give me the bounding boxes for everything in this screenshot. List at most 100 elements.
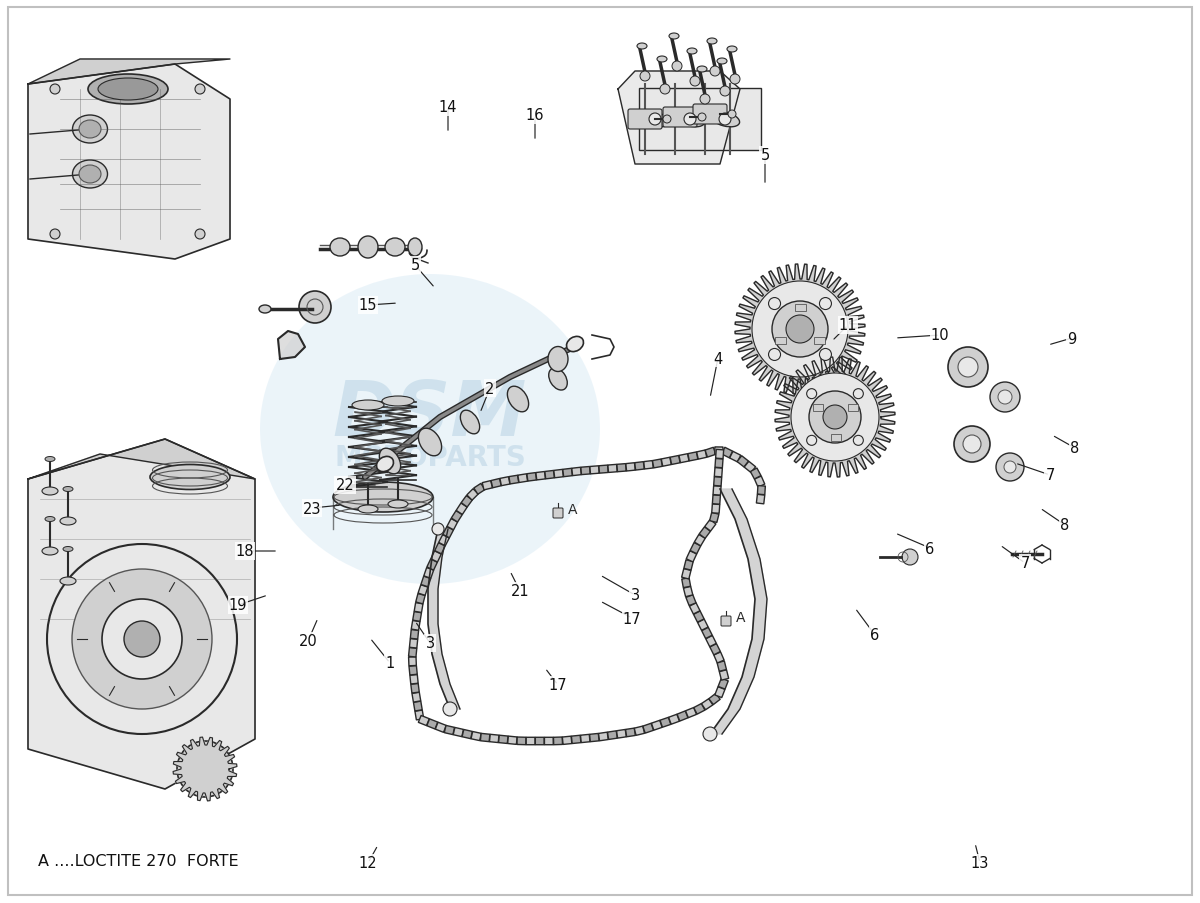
Ellipse shape xyxy=(670,34,679,40)
FancyBboxPatch shape xyxy=(635,726,644,736)
FancyBboxPatch shape xyxy=(686,595,696,606)
Circle shape xyxy=(809,392,862,443)
Ellipse shape xyxy=(385,238,406,256)
FancyBboxPatch shape xyxy=(709,513,719,523)
Circle shape xyxy=(954,426,990,462)
FancyBboxPatch shape xyxy=(794,304,805,312)
FancyBboxPatch shape xyxy=(670,456,680,465)
FancyBboxPatch shape xyxy=(608,465,617,473)
FancyBboxPatch shape xyxy=(454,728,463,737)
Polygon shape xyxy=(278,331,305,359)
FancyBboxPatch shape xyxy=(431,552,442,563)
Circle shape xyxy=(786,316,814,344)
FancyBboxPatch shape xyxy=(545,471,554,479)
FancyBboxPatch shape xyxy=(677,712,688,721)
Circle shape xyxy=(50,229,60,239)
Polygon shape xyxy=(428,529,460,709)
FancyBboxPatch shape xyxy=(461,496,473,507)
Ellipse shape xyxy=(46,457,55,462)
Text: 22: 22 xyxy=(336,478,354,493)
FancyBboxPatch shape xyxy=(688,452,698,461)
Ellipse shape xyxy=(718,59,727,65)
Text: DSM: DSM xyxy=(332,377,527,452)
Text: 17: 17 xyxy=(548,678,568,693)
FancyBboxPatch shape xyxy=(434,544,445,554)
FancyBboxPatch shape xyxy=(617,464,626,472)
Circle shape xyxy=(719,114,731,126)
Polygon shape xyxy=(710,489,767,734)
FancyBboxPatch shape xyxy=(607,731,617,740)
Text: 13: 13 xyxy=(971,855,989,870)
Ellipse shape xyxy=(42,547,58,555)
FancyBboxPatch shape xyxy=(443,527,454,538)
FancyBboxPatch shape xyxy=(563,469,572,477)
Text: MOTOPARTS: MOTOPARTS xyxy=(334,443,526,471)
Polygon shape xyxy=(173,737,236,801)
Text: 6: 6 xyxy=(870,628,880,643)
FancyBboxPatch shape xyxy=(518,474,528,483)
Circle shape xyxy=(823,405,847,430)
Ellipse shape xyxy=(79,166,101,184)
Circle shape xyxy=(664,116,671,124)
Ellipse shape xyxy=(60,517,76,526)
Text: 11: 11 xyxy=(839,318,857,333)
FancyBboxPatch shape xyxy=(757,486,766,495)
FancyBboxPatch shape xyxy=(480,733,490,741)
Text: 9: 9 xyxy=(1067,331,1076,346)
Text: 8: 8 xyxy=(1070,441,1080,456)
Circle shape xyxy=(958,358,978,377)
FancyBboxPatch shape xyxy=(755,477,764,488)
Ellipse shape xyxy=(461,411,480,434)
Ellipse shape xyxy=(64,547,73,552)
FancyBboxPatch shape xyxy=(700,527,710,539)
Ellipse shape xyxy=(72,161,108,189)
FancyBboxPatch shape xyxy=(697,451,707,460)
FancyBboxPatch shape xyxy=(589,733,599,742)
FancyBboxPatch shape xyxy=(500,477,510,486)
Ellipse shape xyxy=(72,116,108,144)
Ellipse shape xyxy=(676,112,704,127)
Ellipse shape xyxy=(710,112,739,127)
Ellipse shape xyxy=(150,465,230,490)
FancyBboxPatch shape xyxy=(660,718,671,727)
Ellipse shape xyxy=(379,449,401,474)
FancyBboxPatch shape xyxy=(719,678,728,689)
FancyBboxPatch shape xyxy=(482,481,492,490)
FancyBboxPatch shape xyxy=(408,647,416,657)
FancyBboxPatch shape xyxy=(419,716,430,726)
FancyBboxPatch shape xyxy=(553,508,563,518)
Circle shape xyxy=(640,72,650,82)
Circle shape xyxy=(700,95,710,105)
FancyBboxPatch shape xyxy=(617,730,626,739)
FancyBboxPatch shape xyxy=(410,675,418,684)
FancyBboxPatch shape xyxy=(643,723,654,733)
Ellipse shape xyxy=(60,577,76,585)
Circle shape xyxy=(1004,461,1016,473)
FancyBboxPatch shape xyxy=(451,511,462,522)
FancyBboxPatch shape xyxy=(694,703,704,714)
FancyBboxPatch shape xyxy=(509,476,518,484)
Circle shape xyxy=(672,62,682,72)
FancyBboxPatch shape xyxy=(679,454,689,463)
Ellipse shape xyxy=(548,347,568,372)
FancyBboxPatch shape xyxy=(814,404,823,411)
Text: 6: 6 xyxy=(925,541,935,556)
Ellipse shape xyxy=(260,275,600,584)
Circle shape xyxy=(820,298,832,311)
FancyBboxPatch shape xyxy=(625,729,635,737)
FancyBboxPatch shape xyxy=(714,477,721,487)
Circle shape xyxy=(902,549,918,565)
FancyBboxPatch shape xyxy=(439,535,449,546)
FancyBboxPatch shape xyxy=(715,447,722,455)
FancyBboxPatch shape xyxy=(668,714,679,724)
Ellipse shape xyxy=(79,121,101,139)
FancyBboxPatch shape xyxy=(628,110,662,130)
FancyBboxPatch shape xyxy=(635,462,644,470)
Ellipse shape xyxy=(658,57,667,63)
FancyBboxPatch shape xyxy=(421,577,431,587)
FancyBboxPatch shape xyxy=(415,594,425,604)
FancyBboxPatch shape xyxy=(498,735,508,743)
Circle shape xyxy=(710,67,720,77)
Text: 18: 18 xyxy=(235,544,254,559)
FancyBboxPatch shape xyxy=(643,461,653,470)
